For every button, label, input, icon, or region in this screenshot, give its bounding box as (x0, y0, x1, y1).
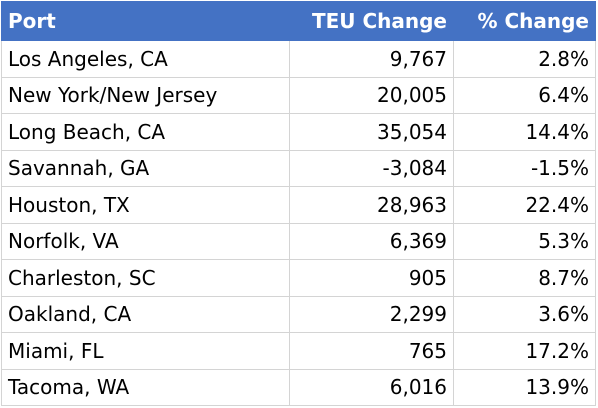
table-row: Miami, FL 765 17.2% (1, 332, 596, 370)
cell-teu-change[interactable]: 905 (289, 259, 454, 297)
cell-port[interactable]: Long Beach, CA (1, 113, 290, 151)
cell-port[interactable]: New York/New Jersey (1, 76, 290, 114)
cell-teu-change[interactable]: 35,054 (289, 113, 454, 151)
table-row: Oakland, CA 2,299 3.6% (1, 295, 596, 333)
table-row: Norfolk, VA 6,369 5.3% (1, 222, 596, 260)
table-row: Savannah, GA -3,084 -1.5% (1, 149, 596, 187)
cell-port[interactable]: Houston, TX (1, 186, 290, 224)
cell-port[interactable]: Charleston, SC (1, 259, 290, 297)
cell-port[interactable]: Los Angeles, CA (1, 40, 290, 78)
header-port[interactable]: Port (1, 1, 290, 41)
cell-pct-change[interactable]: 17.2% (453, 332, 596, 370)
cell-port[interactable]: Tacoma, WA (1, 368, 290, 406)
cell-pct-change[interactable]: 14.4% (453, 113, 596, 151)
cell-teu-change[interactable]: -3,084 (289, 149, 454, 187)
header-row: Port TEU Change % Change (1, 1, 596, 41)
cell-teu-change[interactable]: 9,767 (289, 40, 454, 78)
cell-pct-change[interactable]: -1.5% (453, 149, 596, 187)
cell-port[interactable]: Miami, FL (1, 332, 290, 370)
table-row: Houston, TX 28,963 22.4% (1, 186, 596, 224)
cell-pct-change[interactable]: 8.7% (453, 259, 596, 297)
cell-pct-change[interactable]: 2.8% (453, 40, 596, 78)
cell-pct-change[interactable]: 5.3% (453, 222, 596, 260)
cell-teu-change[interactable]: 765 (289, 332, 454, 370)
table-row: Tacoma, WA 6,016 13.9% (1, 368, 596, 406)
cell-port[interactable]: Savannah, GA (1, 149, 290, 187)
cell-pct-change[interactable]: 13.9% (453, 368, 596, 406)
cell-port[interactable]: Oakland, CA (1, 295, 290, 333)
cell-port[interactable]: Norfolk, VA (1, 222, 290, 260)
cell-teu-change[interactable]: 6,016 (289, 368, 454, 406)
header-pct-change[interactable]: % Change (453, 1, 596, 41)
table-row: Long Beach, CA 35,054 14.4% (1, 113, 596, 151)
table-row: Los Angeles, CA 9,767 2.8% (1, 40, 596, 78)
cell-teu-change[interactable]: 6,369 (289, 222, 454, 260)
cell-teu-change[interactable]: 28,963 (289, 186, 454, 224)
cell-pct-change[interactable]: 3.6% (453, 295, 596, 333)
cell-teu-change[interactable]: 20,005 (289, 76, 454, 114)
cell-teu-change[interactable]: 2,299 (289, 295, 454, 333)
table-row: New York/New Jersey 20,005 6.4% (1, 76, 596, 114)
table-row: Charleston, SC 905 8.7% (1, 259, 596, 297)
cell-pct-change[interactable]: 6.4% (453, 76, 596, 114)
cell-pct-change[interactable]: 22.4% (453, 186, 596, 224)
header-teu-change[interactable]: TEU Change (289, 1, 454, 41)
